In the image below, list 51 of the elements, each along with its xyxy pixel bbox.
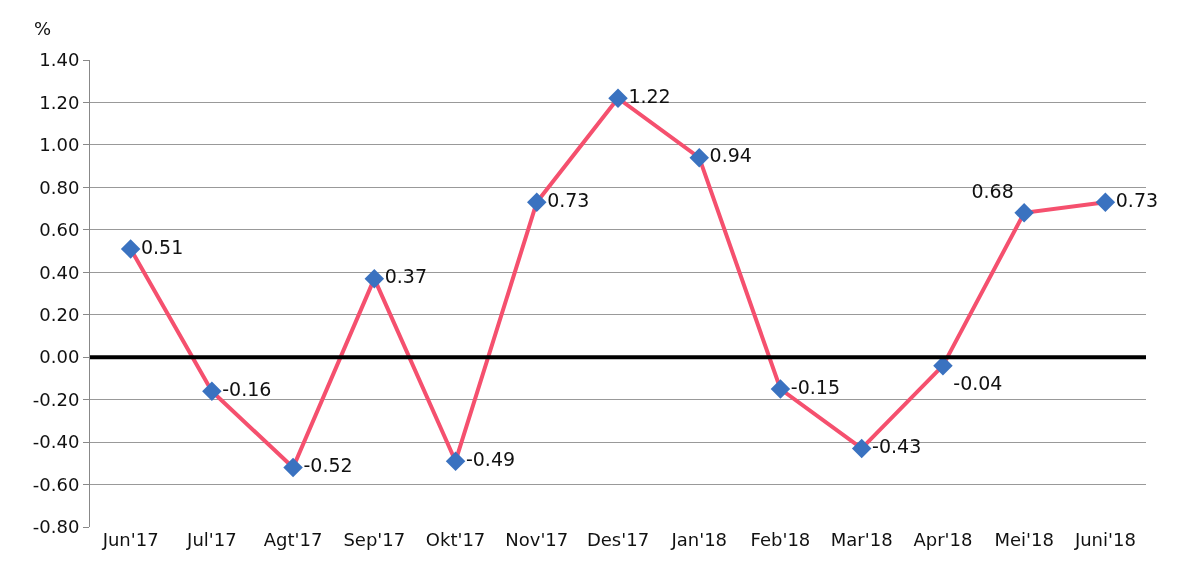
x-tick-label: Jun'17: [101, 529, 159, 550]
x-tick-label: Nov'17: [505, 529, 569, 550]
point: [770, 379, 791, 399]
y-tick-label: -0.60: [32, 473, 80, 495]
x-tick-label: Sep'17: [343, 529, 406, 550]
data-label: 0.73: [547, 188, 590, 211]
data-label: 0.37: [384, 265, 427, 288]
point: [851, 438, 872, 459]
point: [1014, 203, 1034, 223]
data-label: -0.16: [222, 377, 272, 400]
y-tick-label: -0.40: [32, 431, 80, 453]
y-tick-label: 0.20: [39, 304, 80, 326]
point: [608, 88, 628, 108]
data-label: -0.52: [303, 454, 353, 477]
data-label: -0.43: [872, 435, 922, 458]
x-tick-label: Jan'18: [670, 529, 728, 550]
data-label: 1.22: [628, 84, 671, 107]
y-tick-label: -0.20: [32, 388, 80, 410]
x-tick-label: Mar'18: [830, 529, 893, 550]
y-tick-label: 1.20: [39, 91, 80, 113]
point: [120, 239, 141, 259]
x-tick-label: Okt'17: [425, 529, 486, 550]
point: [364, 268, 385, 289]
y-tick-label: 0.80: [39, 176, 80, 198]
point: [689, 147, 709, 168]
x-tick-label: Feb'18: [750, 529, 811, 550]
data-label: -0.49: [465, 447, 516, 470]
y-tick-label: 1.40: [39, 49, 80, 71]
data-label: -0.04: [953, 372, 1003, 395]
y-tick-label: 1.00: [39, 134, 80, 156]
y-tick-label: 0.00: [39, 346, 80, 368]
y-tick-label: -0.80: [32, 516, 80, 538]
data-label: 0.73: [1115, 188, 1159, 211]
y-axis-title: %: [34, 18, 52, 39]
point: [527, 192, 547, 212]
data-label: 0.51: [140, 235, 184, 258]
x-tick-label: Apr'18: [913, 529, 973, 550]
x-tick-label: Jul'17: [186, 529, 237, 550]
point: [202, 381, 222, 401]
x-tick-label: Mei'18: [994, 529, 1054, 550]
y-tick-label: 0.60: [39, 219, 80, 241]
x-tick-label: Juni'18: [1073, 529, 1136, 550]
data-label: 0.68: [971, 179, 1014, 202]
data-label: -0.15: [790, 375, 841, 398]
point: [445, 451, 466, 471]
x-tick-label: Agt'17: [263, 529, 323, 550]
point: [1095, 192, 1116, 212]
x-tick-label: Des'17: [586, 529, 650, 550]
point: [283, 457, 303, 478]
data-label: 0.94: [709, 144, 752, 167]
y-tick-label: 0.40: [39, 261, 80, 283]
